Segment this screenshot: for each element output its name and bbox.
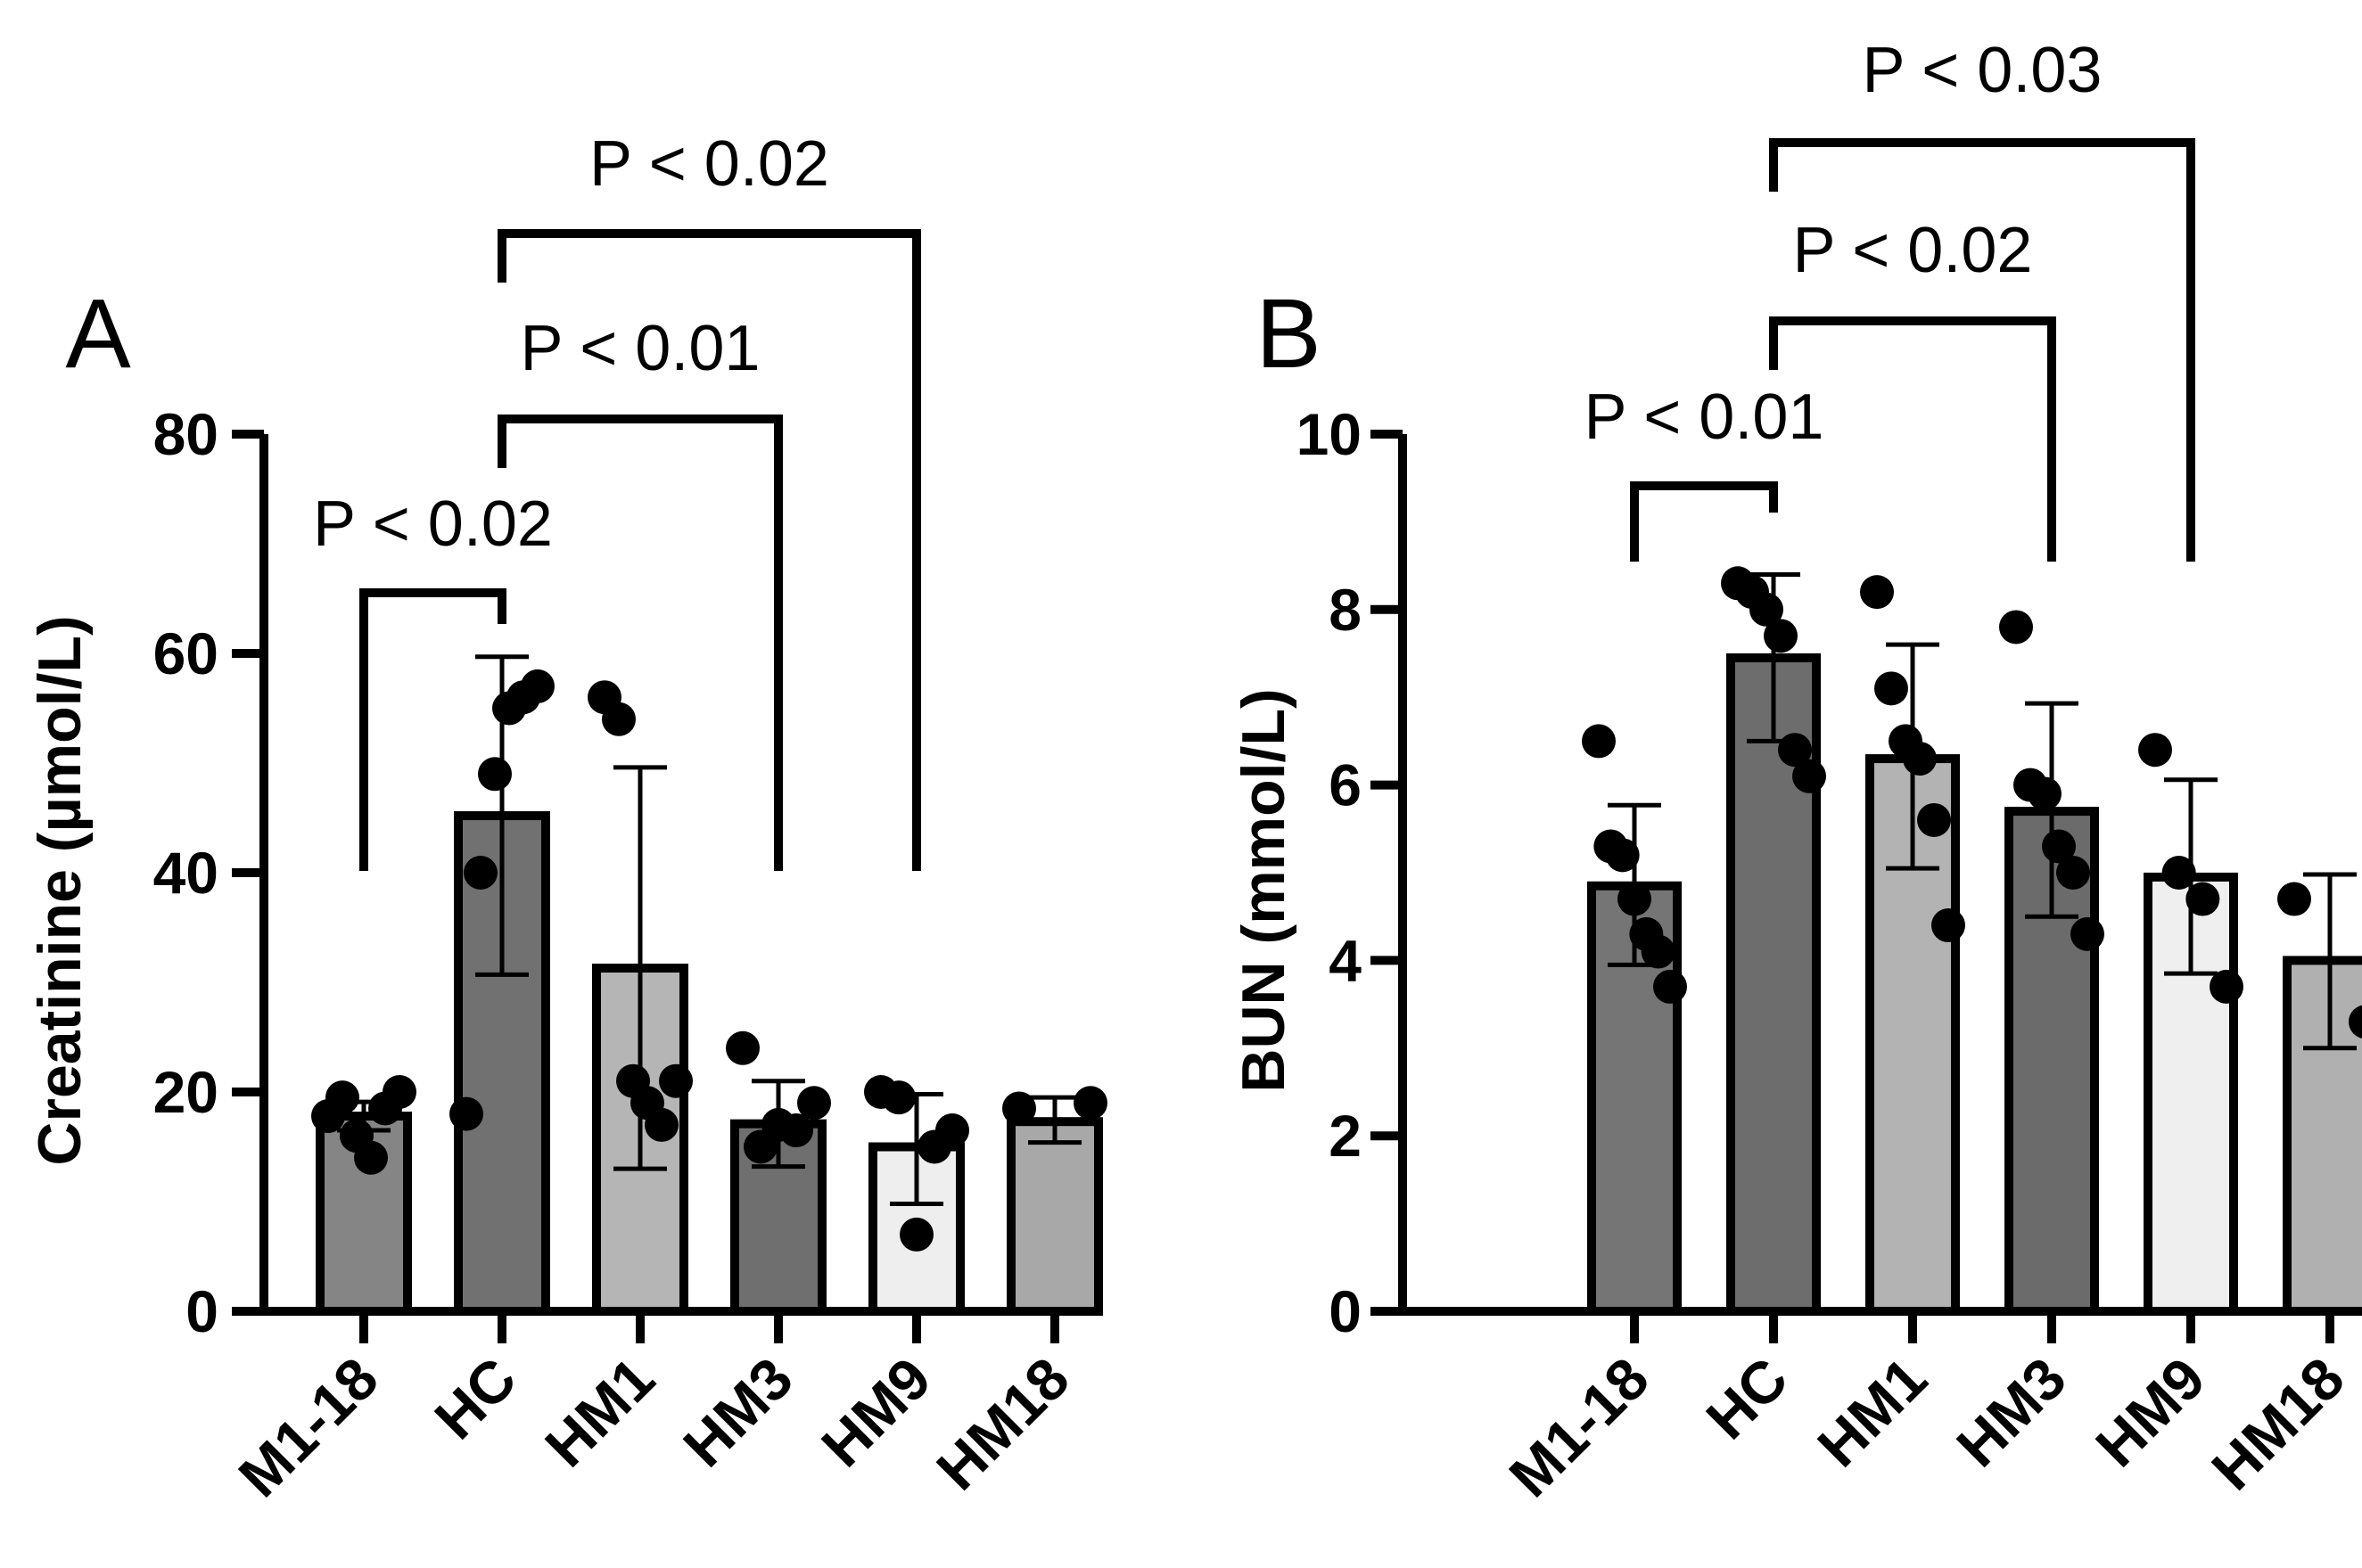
y-tick-label: 80 [153,401,218,467]
data-point [2277,882,2311,916]
data-point [1903,742,1937,776]
data-point [2161,856,2196,890]
significance-bracket [1630,481,1778,562]
data-point [464,856,498,890]
data-point [1641,934,1675,969]
data-point [1617,882,1651,916]
data-point [1778,733,1812,768]
y-tick-label: 6 [1329,752,1362,818]
data-point [645,1107,679,1142]
data-point [602,702,636,736]
data-point [1764,619,1798,653]
data-point [726,1030,760,1065]
data-point [1002,1091,1036,1126]
significance-label: P < 0.02 [1793,215,2033,286]
y-tick-label: 40 [153,840,218,906]
y-tick-label: 10 [1296,401,1362,467]
data-point [1074,1086,1107,1121]
y-tick-label: 0 [1329,1278,1362,1344]
data-point [935,1113,969,1148]
y-tick-label: 4 [1329,927,1362,993]
significance-label: P < 0.02 [589,128,829,200]
data-point [2042,829,2076,864]
significance-label: P < 0.01 [521,313,761,384]
bar [2283,956,2362,1317]
data-point [1917,802,1951,837]
y-tick-label: 60 [153,620,218,686]
data-point [1582,724,1616,759]
data-point [1792,759,1826,793]
significance-label: P < 0.03 [1863,35,2103,106]
data-point [1931,908,1965,943]
data-point [521,669,555,703]
significance-bracket [1769,316,2056,562]
data-point [2349,1005,2362,1038]
significance-bracket [498,415,783,871]
data-point [779,1113,813,1148]
significance-label: P < 0.01 [1584,382,1824,453]
data-point [325,1080,359,1115]
y-axis-title: BUN (mmol/L) [1230,688,1297,1092]
data-point [659,1063,693,1098]
data-point [354,1140,388,1175]
significance-bracket [359,588,506,871]
data-point [1860,575,1894,610]
data-point [1749,592,1783,627]
panel-letter: B [1255,279,1321,389]
data-point [2028,776,2062,811]
y-tick-label: 2 [1329,1103,1362,1169]
bar [1007,1117,1103,1316]
data-point [797,1086,831,1121]
y-tick-label: 20 [153,1059,218,1125]
data-point [1653,969,1687,1004]
data-point [2056,856,2090,890]
data-point [2185,882,2220,916]
significance-label: P < 0.02 [313,488,553,560]
data-point [2210,969,2243,1004]
significance-bracket [1769,138,2195,562]
data-point [2070,916,2104,951]
data-point [882,1080,916,1115]
y-tick-label: 8 [1329,577,1362,643]
data-point [478,757,512,792]
data-point [383,1075,416,1109]
y-axis-title: Creatinine (µmol/L) [26,615,94,1165]
data-point [449,1096,483,1131]
data-point [1605,838,1640,873]
panel-letter: A [65,279,131,389]
data-point [1999,610,2033,644]
data-point [900,1217,934,1252]
y-tick-label: 0 [185,1278,218,1344]
data-point [1874,671,1908,706]
data-point [2138,733,2172,768]
significance-bracket [498,229,921,871]
